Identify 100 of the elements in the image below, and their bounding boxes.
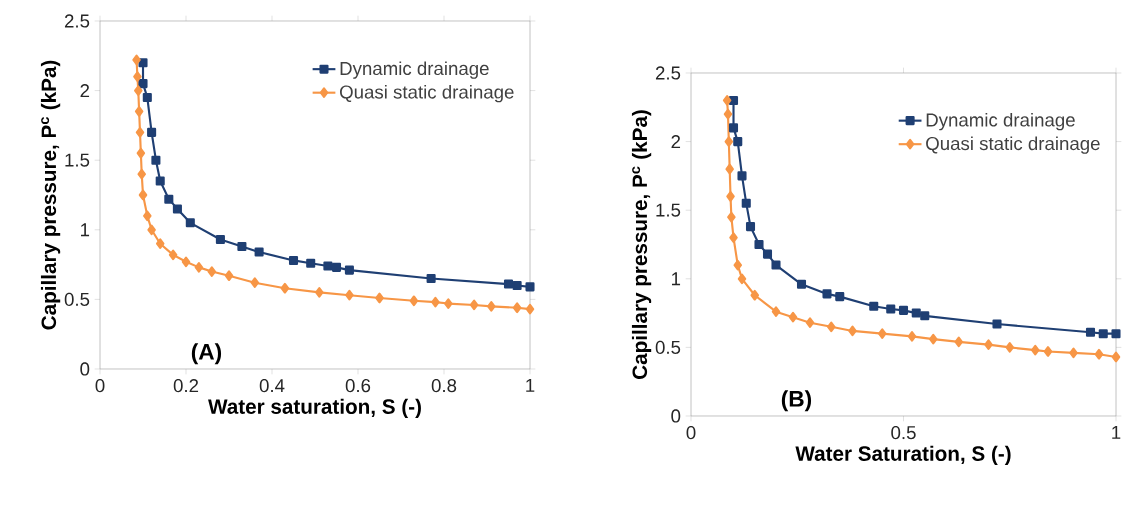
point: [426, 273, 436, 284]
point: [869, 301, 879, 311]
legend-label: Dynamic drainage: [926, 112, 1075, 131]
point: [886, 304, 896, 314]
point: [1030, 344, 1040, 356]
point: [133, 71, 142, 83]
point: [323, 261, 333, 271]
point: [1069, 347, 1078, 359]
point: [911, 308, 921, 318]
point: [250, 277, 260, 289]
point: [771, 260, 781, 270]
point: [733, 259, 743, 271]
point: [722, 95, 732, 106]
point: [503, 279, 514, 289]
point: [826, 321, 836, 333]
point: [215, 235, 225, 245]
y-tick-label: 2.5: [655, 66, 681, 80]
point: [135, 127, 145, 138]
point: [172, 204, 182, 214]
y-tick-label: 2: [671, 135, 681, 149]
point: [805, 317, 815, 329]
point: [723, 108, 733, 120]
point: [954, 336, 964, 348]
point: [992, 319, 1002, 329]
point: [375, 292, 384, 304]
point: [754, 239, 764, 250]
point: [1111, 329, 1121, 339]
y-axis-title: Capillary pressure, P$^{c}$ (kPa): [40, 60, 61, 330]
point: [185, 218, 195, 228]
point: [431, 296, 440, 308]
point: [745, 222, 756, 232]
point: [147, 224, 156, 236]
point: [771, 306, 781, 318]
x-tick-label: 0.8: [431, 379, 457, 393]
point: [737, 171, 747, 181]
point: [725, 163, 734, 175]
point: [147, 127, 157, 137]
point: [724, 136, 734, 147]
point: [280, 282, 290, 294]
point: [737, 273, 747, 285]
point: [1085, 327, 1096, 337]
point: [132, 54, 141, 66]
point: [835, 292, 845, 302]
x-tick-label: 0: [686, 426, 696, 440]
annotation: (B): [781, 390, 812, 412]
point: [224, 270, 234, 282]
point: [898, 305, 909, 315]
y-axis-title: Capillary pressure, P$^{c}$ (kPa): [631, 110, 652, 379]
point: [137, 168, 146, 180]
point: [848, 325, 857, 337]
y-tick-label: 0: [671, 409, 681, 423]
point: [344, 265, 354, 275]
point: [741, 198, 751, 208]
point: [1005, 342, 1015, 353]
point: [331, 262, 342, 272]
point: [525, 282, 535, 292]
point: [306, 258, 316, 268]
point: [750, 289, 760, 301]
x-tick-label: 0: [95, 379, 105, 393]
point: [254, 247, 264, 257]
y-tick-label: 1: [672, 272, 681, 286]
point: [487, 301, 496, 312]
point: [409, 295, 419, 307]
point: [1111, 351, 1121, 363]
point: [928, 333, 938, 345]
point: [138, 79, 148, 89]
point: [142, 93, 152, 103]
point: [512, 302, 522, 314]
point: [134, 106, 144, 117]
x-tick-label: 1: [1112, 426, 1121, 439]
legend-label: Quasi static drainage: [340, 84, 514, 103]
point: [181, 256, 191, 268]
annotation: (A): [191, 343, 222, 365]
point: [315, 287, 324, 298]
legend-label: Dynamic drainage: [340, 61, 489, 79]
point: [1098, 329, 1108, 339]
point: [984, 339, 993, 350]
point: [155, 176, 165, 186]
point: [155, 238, 165, 250]
point: [822, 289, 832, 299]
point: [138, 58, 148, 68]
point: [288, 255, 299, 265]
point: [136, 147, 146, 159]
point: [512, 280, 522, 291]
point: [444, 298, 453, 309]
point: [907, 331, 917, 342]
point: [877, 328, 887, 340]
y-tick-label: 1.5: [65, 153, 90, 167]
point: [796, 279, 807, 289]
y-tick-label: 1.5: [656, 203, 681, 217]
x-tick-label: 0.4: [259, 379, 285, 393]
point: [762, 249, 773, 259]
y-tick-label: 0.5: [655, 340, 681, 354]
point: [469, 299, 479, 311]
x-axis-title: Water Saturation, S (-): [795, 445, 1011, 465]
point: [164, 194, 174, 204]
y-tick-label: 2: [80, 84, 90, 98]
point: [168, 249, 178, 261]
point: [143, 210, 152, 222]
point: [151, 155, 161, 165]
